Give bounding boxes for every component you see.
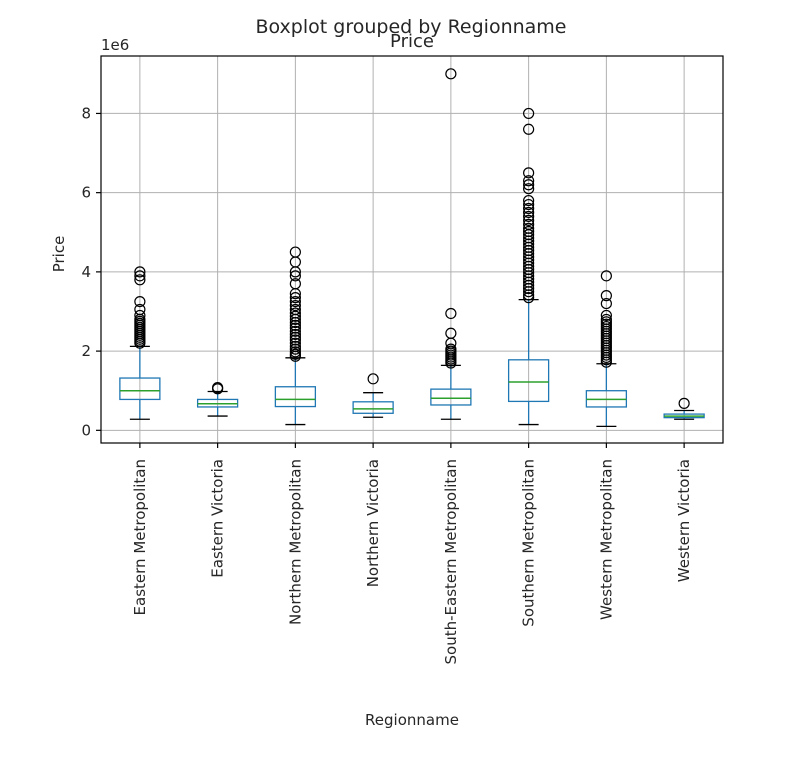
outlier-point <box>134 270 146 282</box>
x-tick-label: Southern Metropolitan <box>520 459 538 627</box>
outlier-point <box>523 179 535 191</box>
box <box>274 386 317 408</box>
outlier-point <box>523 225 535 238</box>
chart-subtitle: Price <box>390 31 434 52</box>
outlier-point <box>212 381 224 394</box>
outlier-point <box>134 266 146 278</box>
outlier-point <box>289 270 301 282</box>
outlier-point <box>289 328 301 341</box>
y-tick-label: 2 <box>81 342 91 360</box>
outlier-point <box>523 198 535 211</box>
x-tick-label: Northern Victoria <box>364 459 382 587</box>
outlier-point <box>600 313 612 326</box>
outlier-point <box>289 334 301 346</box>
flier-layer <box>134 68 690 409</box>
outlier-point <box>523 206 535 219</box>
outlier-point <box>523 183 535 195</box>
outlier-point <box>134 295 146 308</box>
outlier-point <box>289 340 301 352</box>
outlier-point <box>134 274 146 286</box>
outlier-point <box>445 343 457 355</box>
outlier-point <box>523 167 535 179</box>
outlier-point <box>600 297 612 310</box>
outlier-point <box>523 107 535 120</box>
x-tick-label: Eastern Metropolitan <box>131 459 149 615</box>
outlier-point <box>523 292 535 304</box>
outlier-point <box>289 346 301 358</box>
y-tick-label: 0 <box>81 421 91 439</box>
outlier-point <box>445 327 457 339</box>
y-tick-label: 6 <box>81 184 91 202</box>
outlier-point <box>367 373 379 385</box>
outlier-point <box>134 303 146 316</box>
outlier-point <box>289 307 301 319</box>
x-axis: Eastern Metropolitan Eastern Victoria Nort… <box>131 443 693 664</box>
y-tick-label: 4 <box>81 263 91 281</box>
x-tick-label: Western Metropolitan <box>597 459 615 620</box>
outlier-point <box>289 343 301 355</box>
box <box>430 388 472 406</box>
y-axis-label: Price <box>50 236 68 273</box>
x-axis-label: Regionname <box>365 711 459 729</box>
outlier-point <box>523 202 535 215</box>
outlier-point <box>523 222 535 234</box>
plot-frame <box>100 55 724 444</box>
x-tick-label: Northern Metropolitan <box>286 459 304 625</box>
outlier-point <box>523 210 535 223</box>
outlier-point <box>523 175 535 187</box>
box-layer <box>119 298 705 428</box>
outlier-point <box>445 307 457 320</box>
outlier-point <box>523 123 535 135</box>
outlier-point <box>289 331 301 343</box>
outlier-point <box>289 303 301 316</box>
y-axis: 0 2 4 6 8 <box>81 104 101 439</box>
outlier-point <box>134 309 146 322</box>
y-axis-offset-label: 1e6 <box>101 36 129 54</box>
x-tick-label: Eastern Victoria <box>209 459 227 578</box>
outlier-point <box>523 214 535 226</box>
chart-suptitle: Boxplot grouped by Regionname <box>255 16 566 38</box>
outlier-point <box>600 290 612 302</box>
box <box>352 401 394 414</box>
box <box>507 359 550 403</box>
y-tick-label: 8 <box>81 104 91 122</box>
box <box>119 377 161 401</box>
x-tick-label: Western Victoria <box>675 459 693 582</box>
outlier-point <box>445 68 457 80</box>
outlier-point <box>289 292 301 304</box>
outlier-point <box>289 310 301 322</box>
outlier-point <box>289 337 301 349</box>
outlier-point <box>600 309 612 322</box>
outlier-point <box>289 325 301 337</box>
outlier-point <box>289 299 301 312</box>
x-tick-label: South-Eastern Metropolitan <box>442 459 460 664</box>
outlier-point <box>289 319 301 331</box>
outlier-point <box>523 218 535 230</box>
outlier-point <box>523 194 535 207</box>
outlier-point <box>289 246 301 258</box>
outlier-point <box>600 270 612 282</box>
grid-layer <box>101 56 723 443</box>
outlier-point <box>289 295 301 308</box>
outlier-point <box>289 322 301 334</box>
outlier-point <box>678 397 690 409</box>
outlier-point <box>289 278 301 290</box>
